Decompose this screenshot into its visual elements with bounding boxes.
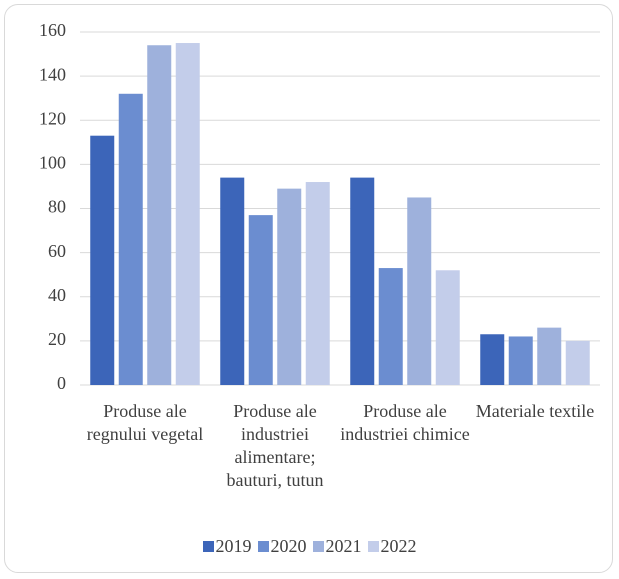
bar [220,177,245,385]
y-tick-label: 80 [48,197,66,217]
legend-item: 2020 [257,536,307,557]
bar [305,182,330,385]
legend-item: 2022 [367,536,417,557]
chart-border [4,4,613,573]
legend-swatch [257,541,269,552]
x-tick-label: Produse ale industriei alimentare; bautu… [226,401,324,490]
bar [118,93,143,386]
y-tick-label: 40 [48,285,66,305]
legend-label: 2019 [215,536,252,556]
legend-label: 2021 [325,536,362,556]
bar [378,268,403,385]
legend-swatch [367,541,379,552]
y-tick-label: 20 [48,329,66,349]
bar [537,327,562,385]
y-tick-label: 0 [57,373,66,393]
y-tick-label: 140 [39,64,66,84]
bar [147,45,172,386]
legend-label: 2022 [380,536,417,556]
legend-item: 2021 [312,536,362,557]
y-tick-label: 160 [39,20,66,40]
legend-swatch [312,541,324,552]
legend: 2019 2020 2021 2022 [0,536,619,557]
bar [350,177,375,385]
legend-item: 2019 [202,536,252,557]
legend-swatch [202,541,214,552]
x-tick-label: Produse ale industriei chimice [340,401,470,444]
bar [248,215,273,385]
bar [565,340,590,385]
bar [277,188,302,385]
bar [175,43,200,385]
bar [480,334,505,385]
x-tick-label: Produse ale regnului vegetal [86,401,204,444]
y-tick-label: 60 [48,241,66,261]
bar [435,270,460,385]
bar [508,336,533,385]
y-tick-label: 120 [39,108,66,128]
x-tick-label: Materiale textile [475,401,595,421]
legend-label: 2020 [270,536,307,556]
bar [407,197,432,385]
y-tick-label: 100 [39,153,66,173]
bar [90,135,115,385]
